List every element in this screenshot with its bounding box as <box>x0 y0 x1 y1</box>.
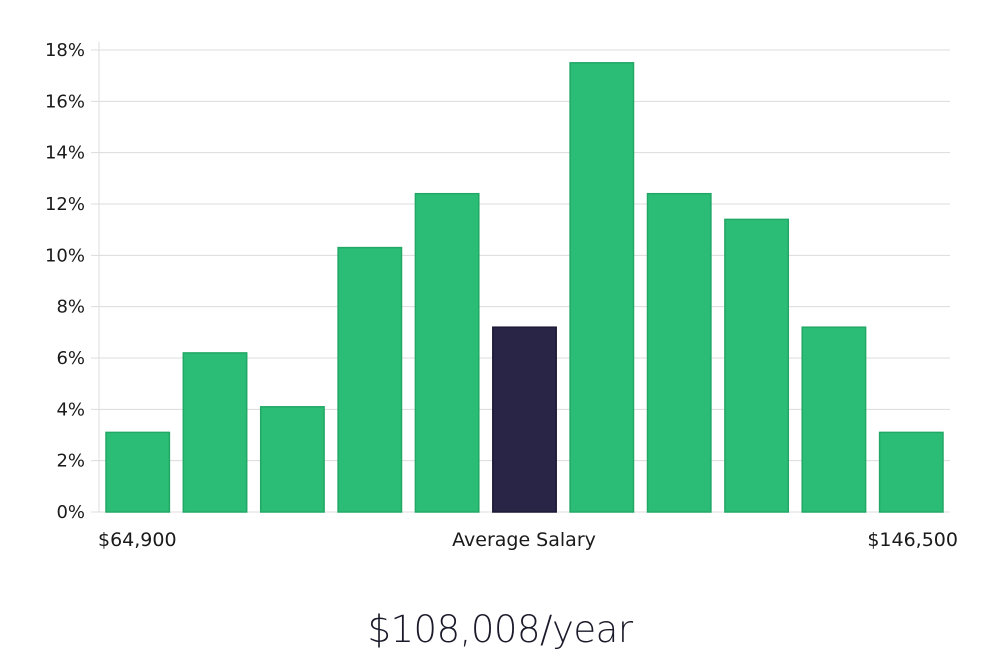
bar <box>259 406 325 513</box>
y-tick-label: 18% <box>45 40 85 61</box>
x-axis-title: Average Salary <box>452 529 596 551</box>
bar <box>105 431 171 513</box>
y-tick-label: 8% <box>56 297 85 318</box>
bar-average-salary <box>492 326 557 513</box>
y-tick-label: 10% <box>45 245 85 266</box>
bars <box>105 62 944 513</box>
y-tick-label: 0% <box>56 502 85 523</box>
x-axis-max-label: $146,500 <box>867 529 958 551</box>
y-tick-label: 6% <box>56 348 85 369</box>
y-tick-label: 12% <box>45 194 85 215</box>
bar <box>878 431 944 513</box>
x-axis-min-label: $64,900 <box>98 529 177 551</box>
y-tick-label: 14% <box>45 143 85 164</box>
y-tick-label: 16% <box>45 91 85 112</box>
bar <box>569 62 635 513</box>
salary-distribution-chart: 0% 2% 4% 6% 8% 10% 12% 14% 16% 18% <box>45 40 950 523</box>
y-axis-ticks: 0% 2% 4% 6% 8% 10% 12% 14% 16% 18% <box>45 40 85 523</box>
y-tick-label: 2% <box>56 451 85 472</box>
bar <box>414 192 480 513</box>
bar <box>182 352 248 513</box>
bar <box>337 246 403 513</box>
bar <box>801 326 867 513</box>
average-salary-value: $108,008/year <box>367 608 633 651</box>
bar <box>724 218 790 513</box>
bar <box>646 192 712 513</box>
y-tick-label: 4% <box>56 399 85 420</box>
